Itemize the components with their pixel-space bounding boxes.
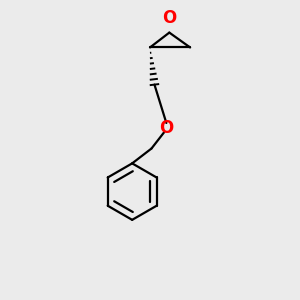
Text: O: O	[159, 119, 173, 137]
Text: O: O	[162, 9, 176, 27]
